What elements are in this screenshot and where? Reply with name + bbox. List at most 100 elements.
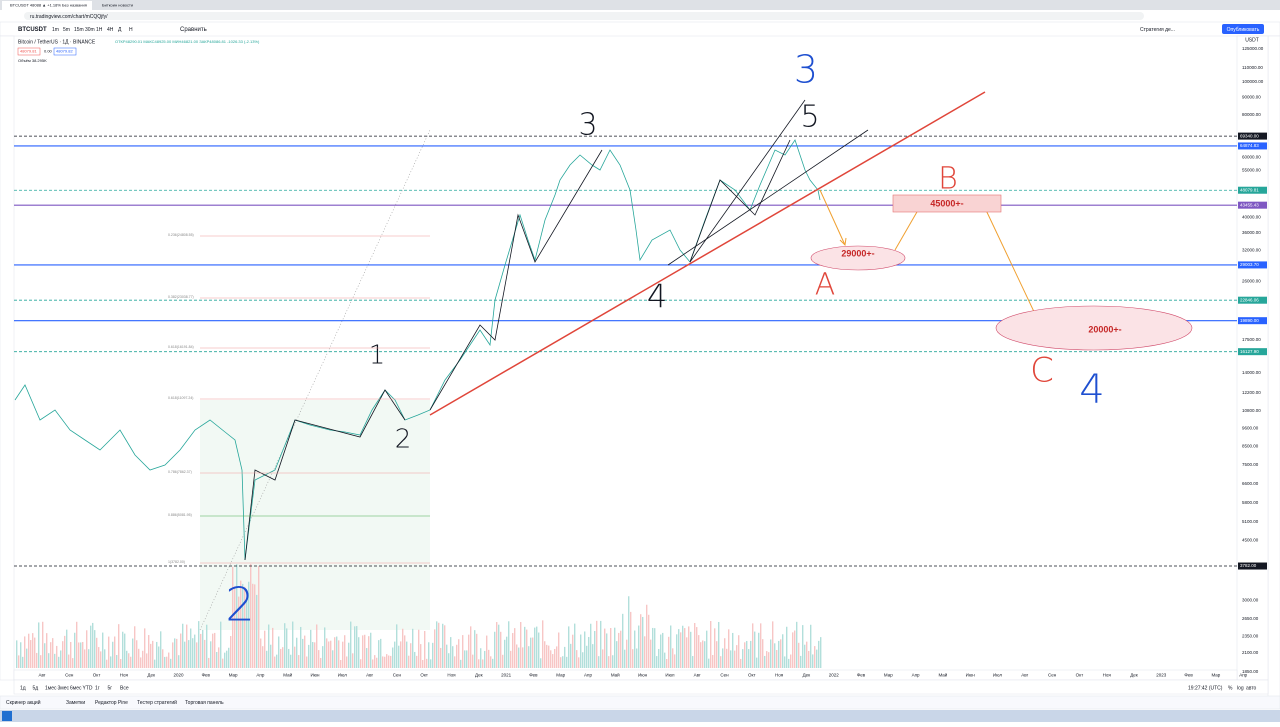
volume-bar: [740, 658, 742, 668]
volume-bar: [292, 621, 294, 668]
panel-tab[interactable]: Заметки: [66, 700, 85, 706]
compare-button[interactable]: Сравнить: [180, 27, 207, 33]
interval[interactable]: 1m: [52, 27, 59, 33]
volume-bar: [606, 633, 608, 668]
range-button[interactable]: 5д: [33, 685, 39, 691]
level-label: 69340.00: [1240, 133, 1259, 138]
panel-tab[interactable]: Тестер стратегий: [137, 699, 177, 706]
volume-bar: [356, 626, 358, 668]
tab-title[interactable]: Биткоин новости: [102, 3, 133, 8]
price-tick-label: 5100.00: [1242, 519, 1259, 524]
volume-bar: [312, 642, 314, 668]
range-button[interactable]: 1мес: [45, 685, 57, 691]
legend-ohlc: ОТКР48290.01 МАКС48925.00 МИН46821.00 ЗА…: [115, 39, 260, 44]
volume-bar: [440, 647, 442, 668]
interval[interactable]: Н: [129, 27, 133, 33]
volume-bar: [220, 621, 222, 668]
price-tick-label: 7500.00: [1242, 462, 1259, 467]
volume-bar: [688, 626, 690, 668]
scale-button[interactable]: log: [1237, 685, 1244, 691]
tab-active[interactable]: [2, 1, 92, 10]
volume-bar: [370, 632, 372, 668]
volume-bar: [378, 640, 380, 668]
level-tag: [1238, 132, 1267, 140]
range-button[interactable]: 1г: [95, 685, 100, 691]
time-tick-label: Сен: [1048, 673, 1057, 678]
scale-button[interactable]: %: [1228, 685, 1233, 691]
volume-bar: [526, 629, 528, 668]
wave-line: [429, 149, 603, 411]
buy-price[interactable]: 48079.82: [56, 49, 73, 54]
volume-bar: [266, 650, 268, 668]
volume-bar: [514, 628, 516, 668]
level-tag: [1238, 186, 1267, 194]
volume-bar: [758, 632, 760, 668]
panel-tab[interactable]: Скринер акций: [6, 699, 41, 706]
publish-button[interactable]: [1222, 24, 1264, 34]
volume-bar: [284, 623, 286, 668]
interval[interactable]: 4H: [107, 27, 114, 33]
panel-tab[interactable]: Торговая панель: [185, 700, 224, 706]
price-tick-label: 55000.00: [1242, 168, 1261, 173]
price-tick-label: 80000.00: [1242, 112, 1261, 117]
range-button[interactable]: Все: [120, 685, 129, 691]
volume-bar: [538, 632, 540, 668]
volume-bar: [120, 659, 122, 668]
volume-bar: [154, 659, 156, 668]
strategy-menu[interactable]: Стратегия де...: [1140, 27, 1175, 33]
range-button[interactable]: 3мес: [58, 685, 70, 691]
scale-button[interactable]: авто: [1246, 685, 1257, 691]
interval[interactable]: 15m: [74, 27, 84, 33]
sell-price[interactable]: 48079.81: [20, 49, 37, 54]
volume-bar: [354, 626, 356, 668]
time-tick-label: Фев: [1184, 673, 1193, 678]
volume-bar: [342, 641, 344, 668]
volume-bar: [186, 624, 188, 668]
volume-bar: [532, 637, 534, 668]
volume-bar: [48, 653, 50, 668]
url-field[interactable]: [24, 12, 1144, 20]
panel-tab[interactable]: Редактор Pine: [95, 700, 128, 706]
buy-box[interactable]: [53, 47, 77, 56]
tab-title[interactable]: BTCUSDT 48088 ▲ +1.18% Без названия: [10, 3, 87, 8]
range-button[interactable]: 1д: [20, 685, 26, 691]
range-button[interactable]: YTD: [83, 685, 93, 691]
volume-bar: [18, 655, 20, 668]
interval[interactable]: Д: [118, 27, 122, 33]
volume-bar: [136, 640, 138, 668]
volume-bar: [598, 656, 600, 668]
volume-bar: [710, 621, 712, 668]
interval[interactable]: 1H: [96, 27, 103, 33]
volume-bar: [176, 638, 178, 668]
volume-bar: [44, 643, 46, 668]
symbol[interactable]: BTCUSDT: [18, 27, 47, 33]
level-tag: [1238, 317, 1267, 325]
volume-bar: [264, 630, 266, 668]
start-button[interactable]: [2, 711, 12, 721]
fib-label: 0.618(16191.84): [168, 345, 194, 349]
interval[interactable]: 30m: [85, 27, 95, 33]
volume-bar: [178, 655, 180, 668]
volume-bar: [76, 621, 78, 668]
range-button[interactable]: 6мес: [70, 685, 82, 691]
volume-bar: [482, 659, 484, 668]
interval[interactable]: 5m: [63, 27, 70, 33]
publish-label[interactable]: Опубликовать: [1227, 27, 1260, 33]
time-tick-label: Май: [611, 672, 620, 678]
range-button[interactable]: 5г: [108, 685, 113, 691]
range-buttons: 1д 5д 1мес 3мес 6мес YTD 1г 5г Все: [20, 685, 129, 691]
url[interactable]: ru.tradingview.com/chart/mCQQjfy/: [30, 14, 108, 20]
volume-bar: [552, 654, 554, 668]
volume-bar: [560, 657, 562, 668]
level-label: 64874.83: [1240, 143, 1259, 148]
volume-bar: [146, 653, 148, 668]
volume-bar: [302, 638, 304, 668]
level-label: 22846.06: [1240, 297, 1259, 302]
volume-bar: [472, 654, 474, 668]
sell-box[interactable]: [17, 47, 41, 56]
time-tick-label: Фев: [202, 673, 211, 678]
volume-bar: [654, 628, 656, 668]
volume-bar: [728, 629, 730, 668]
volume-bar: [590, 623, 592, 668]
